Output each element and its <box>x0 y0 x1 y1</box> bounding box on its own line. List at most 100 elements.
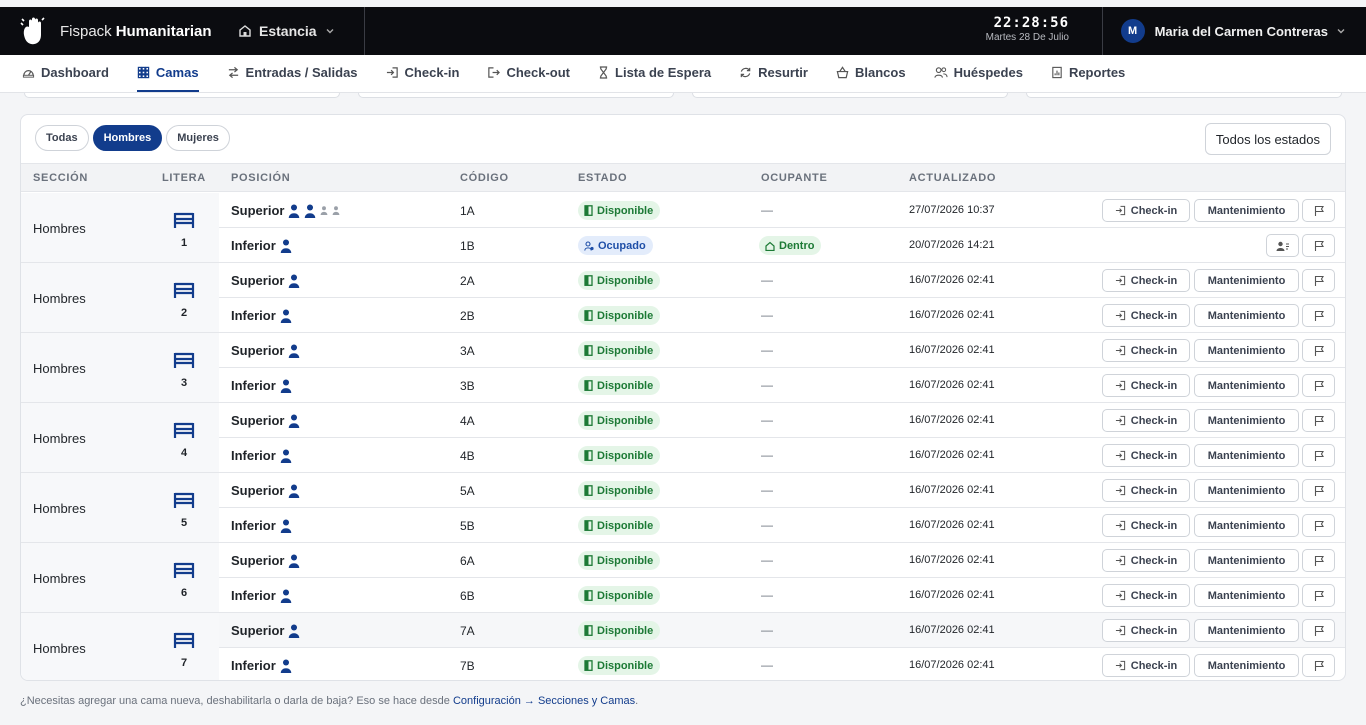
check-in-button[interactable]: Check-in <box>1102 514 1190 537</box>
nav-item-entradas-salidas[interactable]: Entradas / Salidas <box>227 55 358 92</box>
maintenance-button[interactable]: Mantenimiento <box>1194 339 1299 362</box>
check-in-button[interactable]: Check-in <box>1102 374 1190 397</box>
updated-at: 16/07/2026 02:41 <box>909 484 995 496</box>
updated-at: 16/07/2026 02:41 <box>909 449 995 461</box>
check-in-button[interactable]: Check-in <box>1102 549 1190 572</box>
flag-button[interactable] <box>1302 374 1335 397</box>
nav-item-reportes[interactable]: Reportes <box>1051 55 1125 92</box>
bed-code: 4A <box>460 414 475 428</box>
maintenance-button[interactable]: Mantenimiento <box>1194 444 1299 467</box>
occupant-empty: — <box>761 483 773 497</box>
filter-mujeres[interactable]: Mujeres <box>166 125 230 151</box>
flag-button[interactable] <box>1302 199 1335 222</box>
maintenance-button[interactable]: Mantenimiento <box>1194 514 1299 537</box>
check-in-button[interactable]: Check-in <box>1102 584 1190 607</box>
section-name: Hombres <box>33 501 86 516</box>
home-icon <box>239 25 251 37</box>
check-in-icon <box>1115 485 1125 496</box>
nav-item-check-out[interactable]: Check-out <box>487 55 570 92</box>
position-cell: Inferior <box>231 588 292 603</box>
person-icon <box>289 553 300 568</box>
clock-time: 22:28:56 <box>993 15 1069 31</box>
maintenance-button[interactable]: Mantenimiento <box>1194 479 1299 502</box>
location-selector[interactable]: Estancia <box>238 7 365 55</box>
nav-item-blancos[interactable]: Blancos <box>836 55 906 92</box>
check-in-button[interactable]: Check-in <box>1102 269 1190 292</box>
nav-item-huespedes[interactable]: Huéspedes <box>933 55 1023 92</box>
updated-at: 16/07/2026 02:41 <box>909 519 995 531</box>
maintenance-button[interactable]: Mantenimiento <box>1194 549 1299 572</box>
check-in-label: Check-in <box>1130 659 1178 672</box>
nav-item-resurtir[interactable]: Resurtir <box>739 55 808 92</box>
users-icon <box>933 67 948 78</box>
flag-button[interactable] <box>1302 619 1335 642</box>
bed-code: 2A <box>460 274 475 288</box>
header-updated: ACTUALIZADO <box>909 172 997 184</box>
position-cell: Superior <box>231 623 300 638</box>
bunk-bed-icon <box>173 212 195 228</box>
filter-todas[interactable]: Todas <box>35 125 89 151</box>
report-icon <box>1052 66 1062 79</box>
maintenance-button[interactable]: Mantenimiento <box>1194 654 1299 677</box>
check-in-button[interactable]: Check-in <box>1102 199 1190 222</box>
nav-item-camas[interactable]: Camas <box>136 55 199 92</box>
maintenance-button[interactable]: Mantenimiento <box>1194 304 1299 327</box>
position-text: Superior <box>231 203 285 218</box>
maintenance-button[interactable]: Mantenimiento <box>1194 584 1299 607</box>
flag-button[interactable] <box>1302 269 1335 292</box>
flag-button[interactable] <box>1302 584 1335 607</box>
check-in-button[interactable]: Check-in <box>1102 339 1190 362</box>
updated-at: 16/07/2026 02:41 <box>909 659 995 671</box>
header-occupant: OCUPANTE <box>761 172 828 184</box>
nav-item-lista-espera[interactable]: Lista de Espera <box>598 55 711 92</box>
flag-button[interactable] <box>1302 234 1335 257</box>
check-in-label: Check-in <box>1130 344 1178 357</box>
check-in-button[interactable]: Check-in <box>1102 619 1190 642</box>
nav-label: Huéspedes <box>953 65 1023 80</box>
nav-item-check-in[interactable]: Check-in <box>386 55 459 92</box>
status-select[interactable]: Todos los estados <box>1204 123 1331 155</box>
nav-item-dashboard[interactable]: Dashboard <box>22 55 109 92</box>
maintenance-button[interactable]: Mantenimiento <box>1194 409 1299 432</box>
maintenance-button[interactable]: Mantenimiento <box>1194 619 1299 642</box>
flag-button[interactable] <box>1302 444 1335 467</box>
check-in-label: Check-in <box>1130 449 1178 462</box>
bunk-group: Hombres 5 Superior 5A Disponible — 16/07… <box>21 473 1345 543</box>
guest-button[interactable] <box>1266 234 1299 257</box>
flag-button[interactable] <box>1302 339 1335 362</box>
status-text: Disponible <box>597 414 654 427</box>
updated-at: 27/07/2026 10:37 <box>909 204 995 216</box>
maintenance-button[interactable]: Mantenimiento <box>1194 269 1299 292</box>
check-in-button[interactable]: Check-in <box>1102 409 1190 432</box>
flag-button[interactable] <box>1302 479 1335 502</box>
check-in-button[interactable]: Check-in <box>1102 304 1190 327</box>
maintenance-button[interactable]: Mantenimiento <box>1194 199 1299 222</box>
flag-button[interactable] <box>1302 409 1335 432</box>
flag-button[interactable] <box>1302 514 1335 537</box>
position-cell: Superior <box>231 203 340 218</box>
brand[interactable]: Fispack Humanitarian <box>18 15 230 47</box>
flag-button[interactable] <box>1302 654 1335 677</box>
nav-label: Check-out <box>506 65 571 80</box>
occupant-empty: — <box>761 518 773 532</box>
chevron-down-icon <box>1337 29 1345 34</box>
config-link[interactable]: Configuración → Secciones y Camas <box>452 695 636 707</box>
user-menu[interactable]: M Maria del Carmen Contreras <box>1101 7 1346 55</box>
bunk-icon-wrap <box>173 631 195 654</box>
bunk-number: 1 <box>180 237 188 249</box>
check-in-button[interactable]: Check-in <box>1102 654 1190 677</box>
check-in-button[interactable]: Check-in <box>1102 444 1190 467</box>
occupant-empty: — <box>761 273 773 287</box>
check-in-label: Check-in <box>1130 204 1178 217</box>
status-badge: Disponible <box>578 551 661 570</box>
check-in-button[interactable]: Check-in <box>1102 479 1190 502</box>
check-in-icon <box>1115 205 1125 216</box>
maintenance-button[interactable]: Mantenimiento <box>1194 374 1299 397</box>
flag-button[interactable] <box>1302 549 1335 572</box>
position-cell: Superior <box>231 553 300 568</box>
user-name: Maria del Carmen Contreras <box>1154 23 1328 39</box>
door-icon <box>584 415 593 426</box>
flag-button[interactable] <box>1302 304 1335 327</box>
person-icon <box>280 238 292 253</box>
filter-hombres[interactable]: Hombres <box>92 125 163 151</box>
